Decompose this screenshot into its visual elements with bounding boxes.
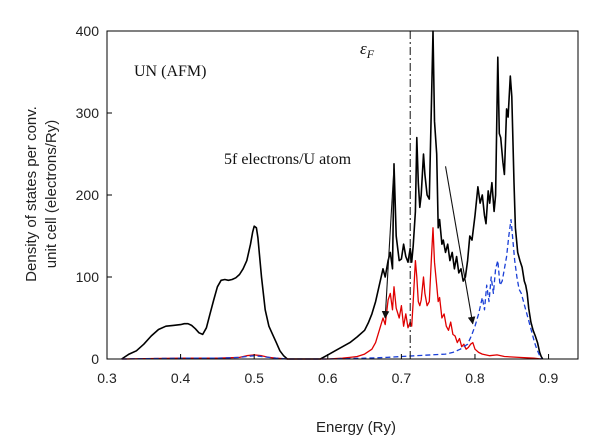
arrow-annotation-label: 5f electrons/U atom [224,151,352,168]
y-axis-title: Density of states per conv. unit cell (e… [23,106,60,282]
y-tick-label: 0 [91,351,99,367]
plot-frame [106,30,579,360]
arrow-to-5f-down [444,166,476,325]
x-tick-label: 0.5 [244,370,264,386]
y-axis-title-line-2: unit cell (electrons/Ry) [43,120,60,268]
series-5f-up [121,227,542,360]
x-tick-label: 0.9 [539,370,559,386]
series-5f-down [121,218,542,360]
y-axis-title-line-1: Density of states per conv. [23,106,40,282]
y-tick-label: 200 [76,187,100,203]
x-axis-title: Energy (Ry) [316,419,396,436]
fermi-label: εF [360,39,375,61]
y-tick-label: 300 [76,105,100,121]
x-tick-label: 0.7 [392,370,412,386]
x-tick-label: 0.3 [97,370,117,386]
x-tick-label: 0.6 [318,370,338,386]
x-tick-label: 0.4 [171,370,191,386]
y-tick-label: 100 [76,269,100,285]
y-tick-label: 400 [76,23,100,39]
arrow-to-5f-up [381,166,395,319]
plot-area: 0.3 0.4 0.5 0.6 0.7 0.8 0.9 0 100 200 300 400 [76,23,579,386]
series-total [121,30,544,360]
x-tick-label: 0.8 [465,370,485,386]
system-label: UN (AFM) [134,63,206,80]
